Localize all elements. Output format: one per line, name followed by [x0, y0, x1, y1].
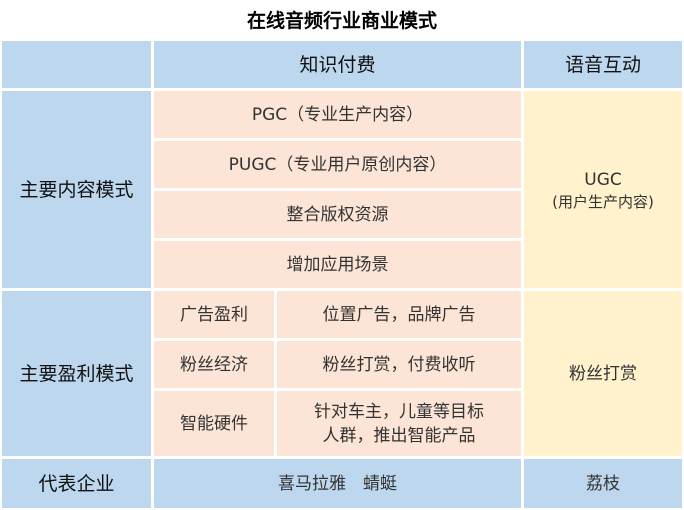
header-empty-cell	[2, 41, 151, 88]
content-item-scenarios: 增加应用场景	[154, 241, 521, 288]
profit-type-ads: 广告盈利	[154, 291, 274, 338]
profit-desc-fans: 粉丝打赏，付费收听	[277, 341, 521, 388]
content-item-pgc: PGC（专业生产内容）	[154, 91, 521, 138]
header-knowledge-paid: 知识付费	[154, 41, 521, 88]
companies-paid: 喜马拉雅 蜻蜓	[154, 459, 521, 508]
hardware-desc-line2: 人群，推出智能产品	[322, 425, 476, 446]
profit-desc-hardware: 针对车主，儿童等目标 人群，推出智能产品	[277, 391, 521, 456]
ugc-sub-label: (用户生产内容)	[552, 192, 654, 211]
profit-desc-ads: 位置广告，品牌广告	[277, 291, 521, 338]
profit-interactive-cell: 粉丝打赏	[524, 291, 682, 456]
companies-label: 代表企业	[2, 459, 151, 508]
companies-interactive: 荔枝	[524, 459, 682, 508]
profit-type-fans: 粉丝经济	[154, 341, 274, 388]
ugc-label: UGC	[584, 169, 622, 190]
content-model-label: 主要内容模式	[2, 91, 151, 288]
content-item-pugc: PUGC（专业用户原创内容）	[154, 141, 521, 188]
content-ugc-cell: UGC (用户生产内容)	[524, 91, 682, 288]
profit-model-label: 主要盈利模式	[2, 291, 151, 456]
content-item-copyright: 整合版权资源	[154, 191, 521, 238]
hardware-desc-line1: 针对车主，儿童等目标	[314, 401, 484, 422]
header-voice-interaction: 语音互动	[524, 41, 682, 88]
diagram-title: 在线音频行业商业模式	[246, 10, 437, 32]
profit-type-hardware: 智能硬件	[154, 391, 274, 456]
